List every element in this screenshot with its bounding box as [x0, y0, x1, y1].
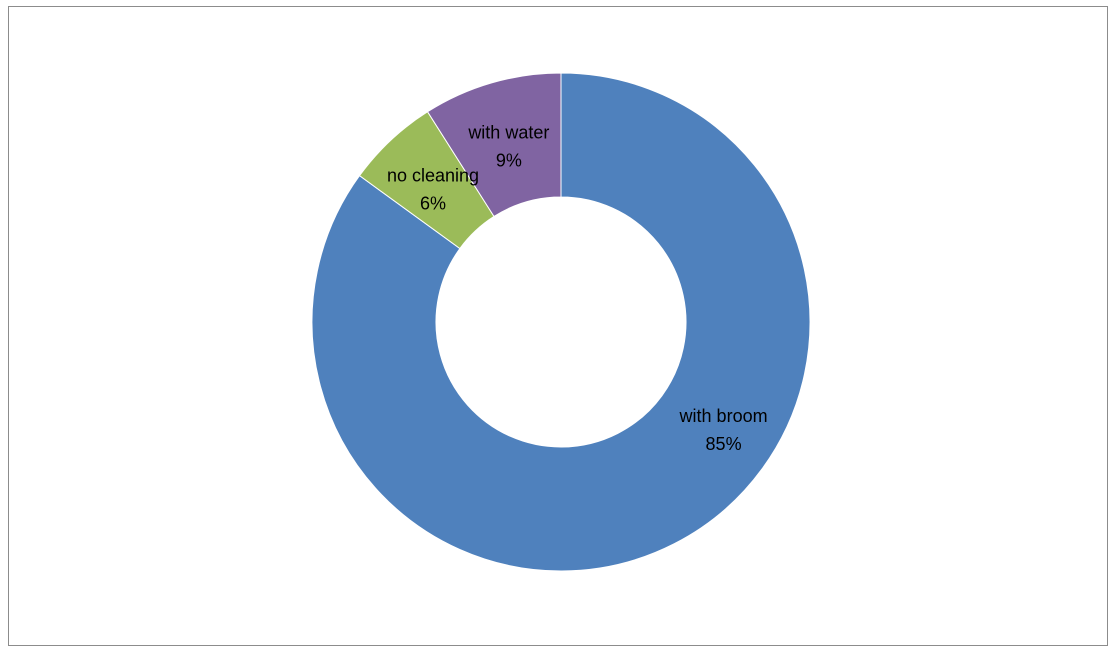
- slice-with-water: [426, 72, 562, 218]
- slice-with-broom: [311, 72, 811, 572]
- slice-label-name: with broom: [679, 406, 768, 426]
- chart-slices: [311, 72, 811, 572]
- slice-label-value: 85%: [706, 434, 742, 454]
- slice-label-value: 6%: [420, 194, 446, 214]
- slice-label-value: 9%: [496, 150, 522, 170]
- chart-labels: with broom 85% no cleaning 6% with water 9%: [387, 122, 768, 454]
- slice-label-name: with water: [467, 122, 549, 142]
- slice-label-name: no cleaning: [387, 166, 479, 186]
